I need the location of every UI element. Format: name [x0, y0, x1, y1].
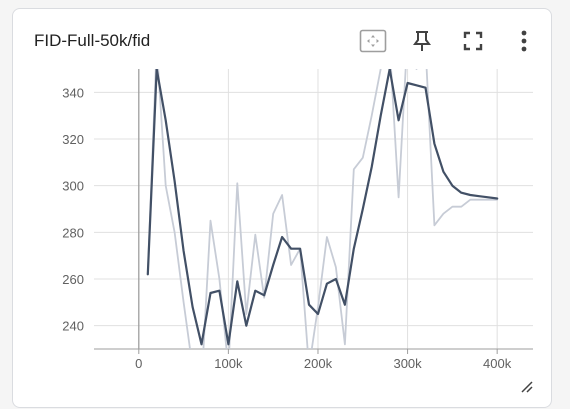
- x-tick-label: 100k: [214, 356, 243, 371]
- x-tick-label: 200k: [304, 356, 333, 371]
- more-options-button[interactable]: [509, 26, 539, 56]
- smoothed-series-line: [146, 69, 499, 346]
- x-tick-label: 300k: [393, 356, 422, 371]
- fit-to-data-icon: [359, 29, 387, 53]
- fit-domain-button[interactable]: [358, 26, 388, 56]
- y-tick-label: 340: [62, 85, 84, 100]
- line-chart[interactable]: 240 260 280 300 320 340 0 100k 200k 300k 400k: [13, 9, 553, 409]
- pin-icon: [413, 31, 431, 51]
- scalar-chart-card: FID-Full-50k/fid 240 260 280 300 320 340 0 100k…: [12, 8, 552, 408]
- y-tick-label: 260: [62, 272, 84, 287]
- y-tick-label: 300: [62, 179, 84, 194]
- y-tick-label: 240: [62, 319, 84, 334]
- y-tick-label: 280: [62, 225, 84, 240]
- x-tick-label: 0: [135, 356, 142, 371]
- pin-button[interactable]: [407, 26, 437, 56]
- series-group: [146, 69, 499, 349]
- resize-handle-icon[interactable]: [521, 381, 533, 393]
- raw-series-line: [146, 69, 499, 349]
- fullscreen-button[interactable]: [458, 26, 488, 56]
- x-tick-label: 400k: [483, 356, 512, 371]
- chart-title: FID-Full-50k/fid: [34, 31, 151, 50]
- fullscreen-icon: [463, 31, 483, 51]
- more-vert-icon: [521, 30, 527, 52]
- y-tick-label: 320: [62, 132, 84, 147]
